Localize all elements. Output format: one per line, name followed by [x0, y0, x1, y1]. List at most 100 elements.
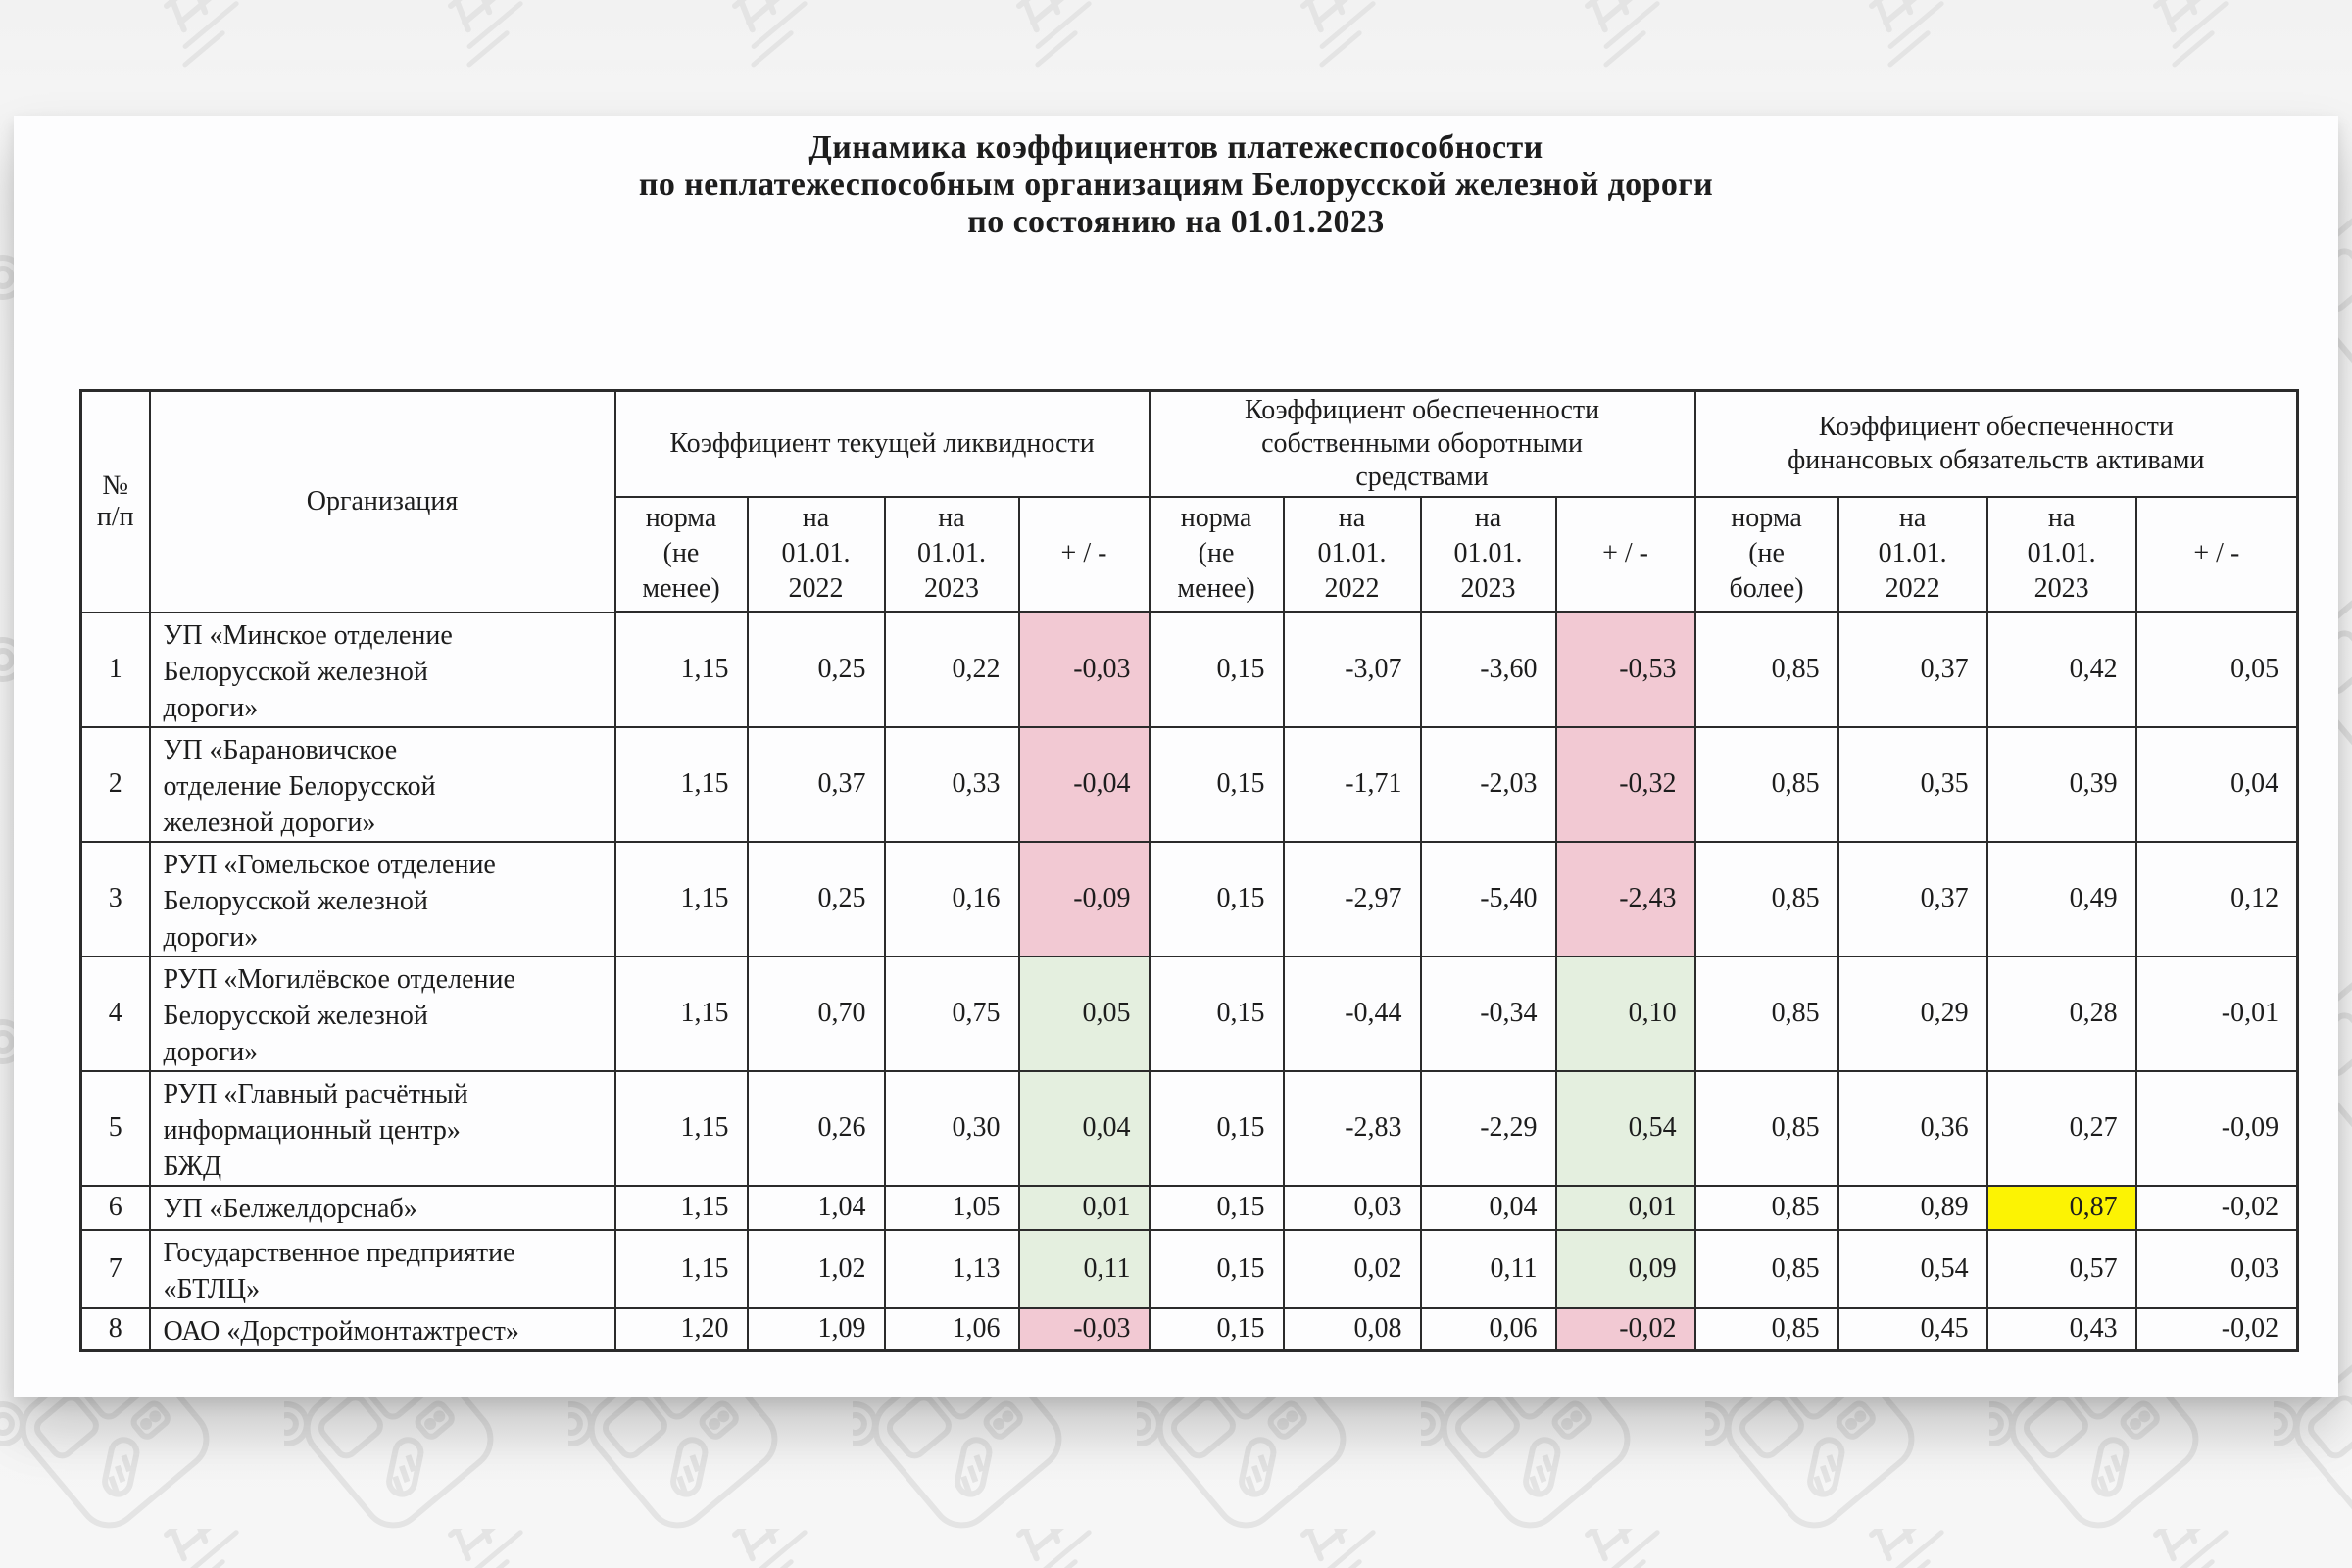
value-cell: 0,30: [883, 1069, 1020, 1187]
value-cell: -1,71: [1282, 725, 1422, 843]
value-cell: 0,39: [1985, 725, 2137, 843]
subheader-g1-2023: на 01.01. 2023: [883, 495, 1020, 613]
title-line-2: по неплатежеспособным организациям Белор…: [638, 167, 1714, 203]
table-row: 7 Государственное предприятие «БТЛЦ» 1,1…: [79, 1228, 2299, 1309]
value-cell: 1,15: [613, 725, 749, 843]
value-cell: 0,26: [746, 1069, 886, 1187]
value-cell: 0,25: [746, 840, 886, 957]
value-cell: 0,37: [1837, 840, 1988, 957]
value-cell: 0,85: [1693, 1228, 1839, 1309]
value-cell: -0,02: [1554, 1306, 1696, 1351]
value-cell: -0,53: [1554, 611, 1696, 728]
value-cell: -3,07: [1282, 611, 1422, 728]
value-cell-highlighted: 0,87: [1985, 1184, 2137, 1231]
value-cell: 0,45: [1837, 1306, 1988, 1351]
value-cell: 0,03: [2134, 1228, 2299, 1309]
value-cell: -2,29: [1419, 1069, 1557, 1187]
value-cell: 0,12: [2134, 840, 2299, 957]
value-cell: 0,04: [1419, 1184, 1557, 1231]
subheader-g3-2022: на 01.01. 2022: [1837, 495, 1988, 613]
value-cell: 0,27: [1985, 1069, 2137, 1187]
organization-cell: РУП «Могилёвское отделение Белорусской ж…: [148, 955, 616, 1072]
row-number-cell: 2: [79, 725, 151, 843]
value-cell: 0,28: [1985, 955, 2137, 1072]
value-cell: 1,20: [613, 1306, 749, 1351]
subheader-g2-2023: на 01.01. 2023: [1419, 495, 1557, 613]
value-cell: 0,11: [1017, 1228, 1151, 1309]
value-cell: 1,15: [613, 1228, 749, 1309]
value-cell: -2,97: [1282, 840, 1422, 957]
value-cell: -0,44: [1282, 955, 1422, 1072]
value-cell: 0,15: [1148, 1069, 1285, 1187]
value-cell: 1,04: [746, 1184, 886, 1231]
value-cell: 0,11: [1419, 1228, 1557, 1309]
value-cell: -3,60: [1419, 611, 1557, 728]
row-number-cell: 7: [79, 1228, 151, 1309]
value-cell: -0,03: [1017, 611, 1151, 728]
document-sheet: Динамика коэффициентов платежеспособност…: [14, 116, 2338, 1397]
document-title: Динамика коэффициентов платежеспособност…: [14, 129, 2338, 241]
value-cell: 0,03: [1282, 1184, 1422, 1231]
value-cell: -0,09: [1017, 840, 1151, 957]
value-cell: -0,03: [1017, 1306, 1151, 1351]
value-cell: 1,06: [883, 1306, 1020, 1351]
title-line-3: по состоянию на 01.01.2023: [967, 204, 1385, 240]
subheader-g3-2023: на 01.01. 2023: [1985, 495, 2137, 613]
value-cell: 0,15: [1148, 1228, 1285, 1309]
subheader-g2-norm: норма (не менее): [1148, 495, 1285, 613]
value-cell: 0,01: [1554, 1184, 1696, 1231]
subheader-g2-delta: + / -: [1554, 495, 1696, 613]
value-cell: 0,06: [1419, 1306, 1557, 1351]
value-cell: 0,25: [746, 611, 886, 728]
value-cell: 0,08: [1282, 1306, 1422, 1351]
value-cell: 0,05: [1017, 955, 1151, 1072]
table-row: 2 УП «Барановичское отделение Белорусско…: [79, 725, 2299, 843]
value-cell: 0,02: [1282, 1228, 1422, 1309]
value-cell: 0,04: [1017, 1069, 1151, 1187]
value-cell: 0,36: [1837, 1069, 1988, 1187]
value-cell: 0,57: [1985, 1228, 2137, 1309]
value-cell: 0,85: [1693, 1306, 1839, 1351]
group-header-financial-liabilities: Коэффициент обеспеченности финансовых об…: [1693, 389, 2299, 498]
value-cell: 0,42: [1985, 611, 2137, 728]
subheader-g1-delta: + / -: [1017, 495, 1151, 613]
table-row: 5 РУП «Главный расчётный информационный …: [79, 1069, 2299, 1187]
value-cell: 1,05: [883, 1184, 1020, 1231]
value-cell: 0,85: [1693, 611, 1839, 728]
subheader-g3-norm: норма (не более): [1693, 495, 1839, 613]
value-cell: 0,33: [883, 725, 1020, 843]
value-cell: 0,15: [1148, 955, 1285, 1072]
value-cell: 1,15: [613, 1069, 749, 1187]
organization-cell: ОАО «Дорстроймонтажтрест»: [148, 1306, 616, 1351]
value-cell: 0,85: [1693, 840, 1839, 957]
value-cell: -0,32: [1554, 725, 1696, 843]
value-cell: 0,54: [1554, 1069, 1696, 1187]
value-cell: 1,15: [613, 611, 749, 728]
row-number-cell: 8: [79, 1306, 151, 1351]
subheader-g1-2022: на 01.01. 2022: [746, 495, 886, 613]
value-cell: -2,83: [1282, 1069, 1422, 1187]
value-cell: 0,04: [2134, 725, 2299, 843]
value-cell: -0,09: [2134, 1069, 2299, 1187]
value-cell: -0,02: [2134, 1184, 2299, 1231]
value-cell: 0,85: [1693, 1069, 1839, 1187]
value-cell: 0,37: [746, 725, 886, 843]
value-cell: 0,09: [1554, 1228, 1696, 1309]
value-cell: -0,01: [2134, 955, 2299, 1072]
value-cell: 0,35: [1837, 725, 1988, 843]
subheader-g1-norm: норма (не менее): [613, 495, 749, 613]
value-cell: -0,02: [2134, 1306, 2299, 1351]
table-row: 1 УП «Минское отделение Белорусской желе…: [79, 611, 2299, 728]
value-cell: 0,85: [1693, 955, 1839, 1072]
value-cell: 0,85: [1693, 725, 1839, 843]
value-cell: 0,15: [1148, 611, 1285, 728]
col-header-row-number: № п/п: [79, 389, 151, 613]
value-cell: 0,01: [1017, 1184, 1151, 1231]
col-header-organization: Организация: [148, 389, 616, 613]
table-row: 3 РУП «Гомельское отделение Белорусской …: [79, 840, 2299, 957]
value-cell: -0,04: [1017, 725, 1151, 843]
value-cell: 0,15: [1148, 1184, 1285, 1231]
table-row: 4 РУП «Могилёвское отделение Белорусской…: [79, 955, 2299, 1072]
value-cell: -2,03: [1419, 725, 1557, 843]
value-cell: 0,37: [1837, 611, 1988, 728]
